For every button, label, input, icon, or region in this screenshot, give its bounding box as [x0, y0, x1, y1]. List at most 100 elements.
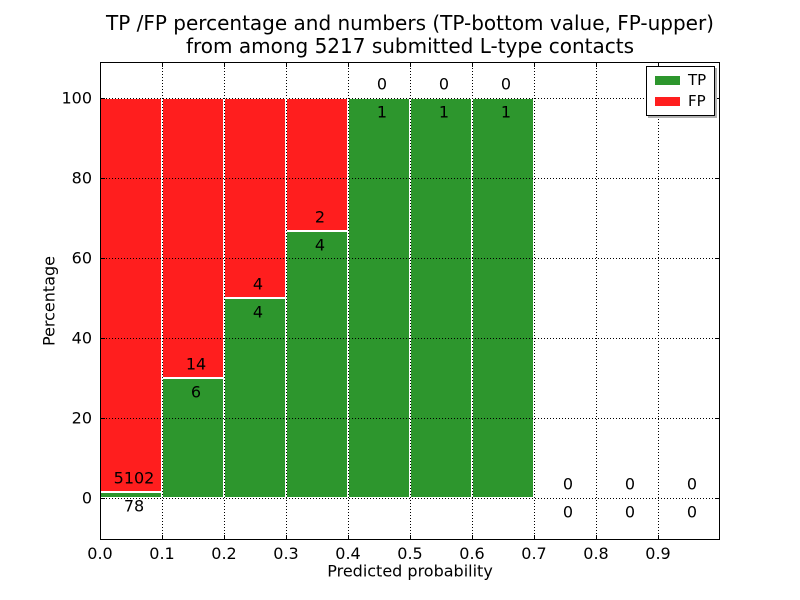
gridline-horizontal	[100, 258, 720, 259]
tp-count-label: 78	[123, 496, 145, 516]
x-tick-mark	[472, 535, 473, 540]
gridline-vertical	[162, 62, 163, 540]
fp-count-label: 0	[562, 474, 574, 494]
y-tick-mark-right	[715, 98, 720, 99]
y-tick-mark	[100, 418, 105, 419]
bar-tp-segment	[224, 298, 286, 498]
tp-count-label: 0	[562, 502, 574, 522]
y-tick-label: 0	[81, 488, 92, 508]
x-tick-mark	[100, 535, 101, 540]
tp-count-label: 6	[190, 382, 202, 402]
x-axis-label: Predicted probability	[327, 561, 493, 581]
bar-tp-segment	[410, 98, 472, 498]
tp-count-label: 1	[376, 102, 388, 122]
x-tick-label: 0.4	[335, 544, 361, 563]
gridline-vertical	[658, 62, 659, 540]
x-tick-label: 0.1	[149, 544, 175, 563]
y-tick-mark-right	[715, 418, 720, 419]
tp-count-label: 1	[438, 102, 450, 122]
y-tick-label: 100	[61, 88, 92, 108]
gridline-vertical	[534, 62, 535, 540]
bar-tp-segment	[162, 378, 224, 498]
x-tick-mark-top	[410, 62, 411, 67]
x-tick-label: 0.3	[273, 544, 299, 563]
legend-swatch	[655, 76, 680, 85]
tp-count-label: 4	[314, 235, 326, 255]
gridline-horizontal	[100, 98, 720, 99]
x-tick-mark-top	[596, 62, 597, 67]
y-tick-mark-right	[715, 258, 720, 259]
y-tick-mark	[100, 338, 105, 339]
legend-label: FP	[688, 92, 706, 110]
tp-count-label: 0	[686, 502, 698, 522]
y-tick-mark	[100, 98, 105, 99]
tp-count-label: 0	[624, 502, 636, 522]
fp-count-label: 0	[624, 474, 636, 494]
x-tick-mark	[162, 535, 163, 540]
x-tick-label: 0.8	[583, 544, 609, 563]
fp-count-label: 2	[314, 207, 326, 227]
x-tick-mark	[224, 535, 225, 540]
x-tick-mark	[658, 535, 659, 540]
bar-fp-segment	[162, 98, 224, 378]
x-tick-label: 0.2	[211, 544, 237, 563]
x-tick-mark-top	[224, 62, 225, 67]
x-tick-mark	[410, 535, 411, 540]
x-tick-label: 0.7	[521, 544, 547, 563]
x-tick-mark-top	[348, 62, 349, 67]
tp-count-label: 4	[252, 302, 264, 322]
y-tick-mark	[100, 258, 105, 259]
tp-count-label: 1	[500, 102, 512, 122]
x-tick-mark	[596, 535, 597, 540]
y-tick-mark-right	[715, 178, 720, 179]
fp-count-label: 5102	[113, 468, 155, 488]
x-tick-label: 0.6	[459, 544, 485, 563]
gridline-vertical	[472, 62, 473, 540]
bar-fp-segment	[100, 98, 162, 492]
legend: TP FP	[646, 66, 716, 116]
fp-count-label: 0	[376, 74, 388, 94]
fp-count-label: 14	[185, 354, 207, 374]
bar-fp-segment	[286, 98, 348, 232]
x-tick-mark	[286, 535, 287, 540]
x-tick-mark-top	[658, 62, 659, 67]
gridline-horizontal	[100, 178, 720, 179]
x-tick-mark	[348, 535, 349, 540]
chart-title-line2: from among 5217 submitted L-type contact…	[185, 34, 635, 58]
x-tick-label: 0.9	[645, 544, 671, 563]
bar-fp-segment	[224, 98, 286, 298]
gridline-vertical	[286, 62, 287, 540]
legend-item: FP	[655, 94, 706, 109]
x-tick-label: 0.0	[87, 544, 113, 563]
gridline-vertical	[410, 62, 411, 540]
y-tick-label: 60	[71, 248, 92, 268]
legend-swatch	[655, 97, 680, 106]
chart-title: TP /FP percentage and numbers (TP-bottom…	[100, 12, 720, 58]
plot-area: 5102 78 14 6 4 4 2 4 0 1 0 1 0 1 0 0 0 0 0 0 0.0 0.1 0.2 0.3 0.4…	[61, 62, 720, 563]
x-tick-label: 0.5	[397, 544, 423, 563]
fp-count-label: 0	[438, 74, 450, 94]
gridline-horizontal	[100, 338, 720, 339]
gridline-vertical	[596, 62, 597, 540]
x-tick-mark	[534, 535, 535, 540]
y-tick-label: 20	[71, 408, 92, 428]
x-tick-mark-top	[100, 62, 101, 67]
x-tick-mark-top	[472, 62, 473, 67]
y-tick-mark	[100, 498, 105, 499]
y-tick-label: 80	[71, 168, 92, 188]
bar-tp-segment	[472, 98, 534, 498]
gridline-vertical	[348, 62, 349, 540]
legend-label: TP	[688, 71, 707, 89]
fp-count-label: 4	[252, 274, 264, 294]
fp-count-label: 0	[686, 474, 698, 494]
chart-title-line1: TP /FP percentage and numbers (TP-bottom…	[106, 11, 714, 35]
y-tick-mark-right	[715, 338, 720, 339]
y-tick-label: 40	[71, 328, 92, 348]
gridline-vertical	[224, 62, 225, 540]
x-tick-mark-top	[162, 62, 163, 67]
y-tick-mark	[100, 178, 105, 179]
bar-tp-segment	[348, 98, 410, 498]
gridline-horizontal	[100, 418, 720, 419]
x-tick-mark-top	[286, 62, 287, 67]
